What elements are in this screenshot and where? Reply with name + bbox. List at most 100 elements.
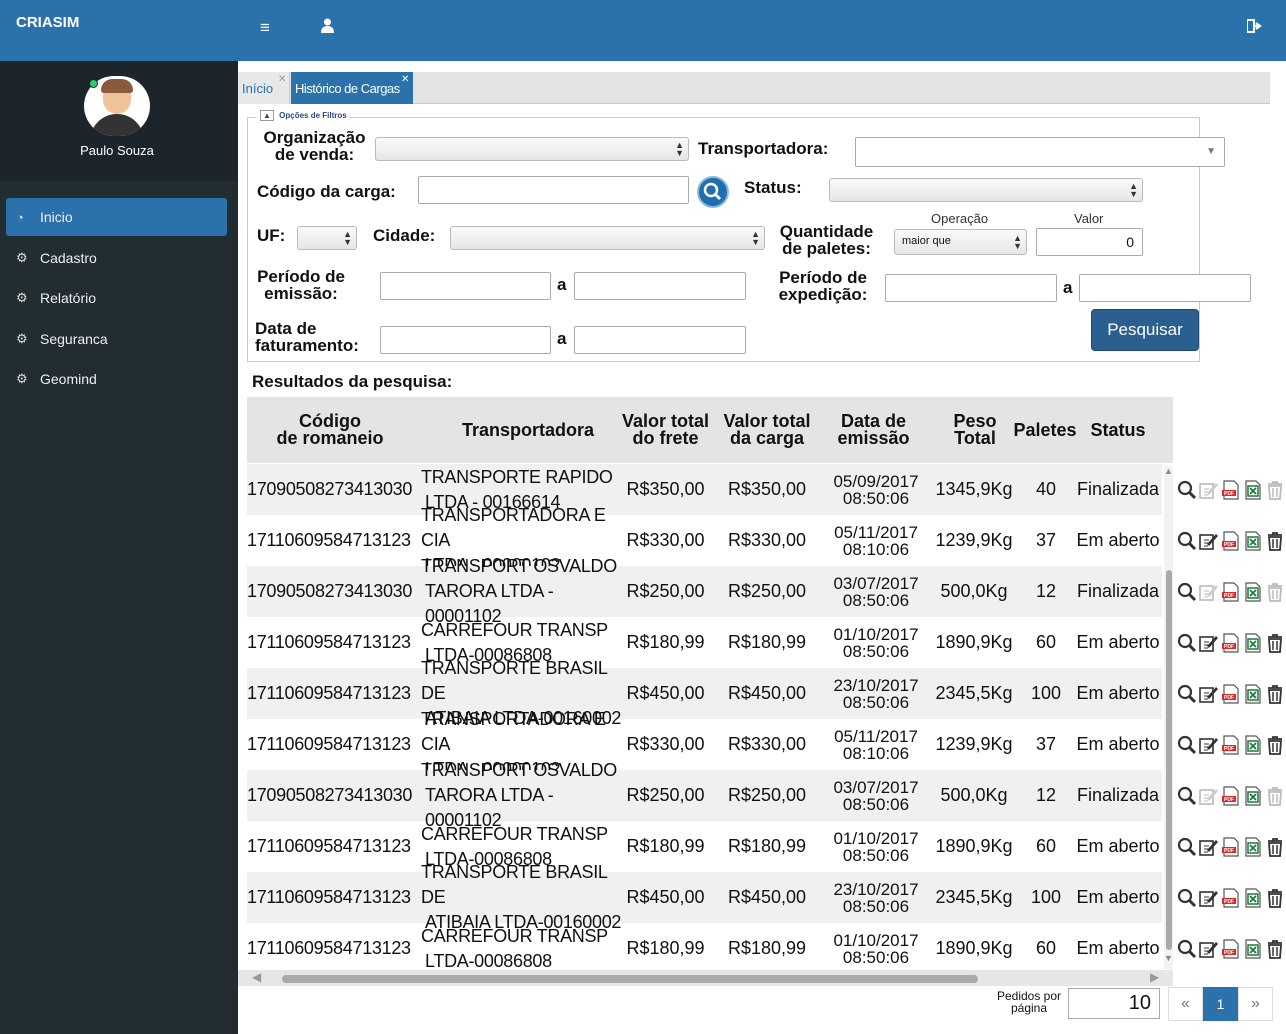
- sign-out-icon[interactable]: [1246, 18, 1262, 38]
- excel-icon[interactable]: [1242, 785, 1263, 807]
- excel-icon[interactable]: [1242, 938, 1263, 960]
- pdf-icon[interactable]: PDF: [1220, 938, 1241, 960]
- search-button[interactable]: [697, 176, 729, 208]
- table-row[interactable]: 17090508273413030 TRANSPORT OSVALDO TARORA…: [247, 556, 1162, 626]
- scroll-right-icon[interactable]: ▶: [1150, 970, 1160, 984]
- table-row[interactable]: 17110609584713123 TRANSPORTE BRASIL DE ATI…: [247, 862, 1162, 932]
- excel-icon[interactable]: [1242, 632, 1263, 654]
- transportadora-select[interactable]: ▼: [855, 137, 1225, 167]
- prev-page-button[interactable]: «: [1168, 987, 1203, 1021]
- column-header[interactable]: Paletes: [1013, 419, 1077, 440]
- magnifier-icon[interactable]: [1176, 836, 1197, 858]
- table-row[interactable]: 17110609584713123 CARREFOUR TRANSP LTDA-00…: [247, 821, 1162, 872]
- column-header[interactable]: Status: [1090, 419, 1146, 440]
- close-icon[interactable]: ✕: [278, 74, 287, 85]
- user-icon[interactable]: [321, 18, 334, 38]
- pesquisar-button[interactable]: Pesquisar: [1091, 309, 1199, 351]
- expedicao-end-input[interactable]: [1079, 274, 1251, 302]
- edit-icon[interactable]: [1198, 632, 1219, 654]
- table-row[interactable]: 17110609584713123 CARREFOUR TRANSP LTDA-00…: [247, 923, 1162, 974]
- trash-icon[interactable]: [1264, 938, 1285, 960]
- magnifier-icon[interactable]: [1176, 938, 1197, 960]
- uf-select[interactable]: ▲ ▼: [297, 226, 357, 250]
- org-venda-select[interactable]: ▲ ▼: [375, 137, 689, 161]
- faturamento-end-input[interactable]: [574, 326, 746, 354]
- sidebar-item-relatorio[interactable]: ⚙ Relatório: [6, 279, 227, 317]
- table-row[interactable]: 17110609584713123 TRANSPORTADORA E CIA LTD…: [247, 709, 1162, 779]
- trash-icon[interactable]: [1264, 683, 1285, 705]
- sidebar-item-inicio[interactable]: ◔ Inicio: [6, 198, 227, 236]
- brand-logo[interactable]: CRIASIM: [16, 14, 80, 31]
- pdf-icon[interactable]: PDF: [1220, 581, 1241, 603]
- magnifier-icon[interactable]: [1176, 530, 1197, 552]
- per-page-input[interactable]: 10: [1068, 988, 1160, 1019]
- edit-icon[interactable]: [1198, 887, 1219, 909]
- excel-icon[interactable]: [1242, 836, 1263, 858]
- excel-icon[interactable]: [1242, 530, 1263, 552]
- edit-icon[interactable]: [1198, 734, 1219, 756]
- magnifier-icon[interactable]: [1176, 887, 1197, 909]
- pdf-icon[interactable]: PDF: [1220, 887, 1241, 909]
- magnifier-icon[interactable]: [1176, 734, 1197, 756]
- column-header[interactable]: Código de romaneio: [276, 411, 384, 448]
- vertical-scrollbar-thumb[interactable]: [1166, 570, 1172, 950]
- edit-icon[interactable]: [1198, 479, 1219, 501]
- column-header[interactable]: Peso Total: [953, 411, 997, 448]
- magnifier-icon[interactable]: [1176, 785, 1197, 807]
- faturamento-start-input[interactable]: [380, 326, 551, 354]
- trash-icon[interactable]: [1264, 785, 1285, 807]
- scroll-up-icon[interactable]: ▲: [1164, 466, 1173, 476]
- table-row[interactable]: 17110609584713123 TRANSPORTE BRASIL DE ATI…: [247, 658, 1162, 728]
- pdf-icon[interactable]: PDF: [1220, 785, 1241, 807]
- operacao-select[interactable]: maior que ▲ ▼: [894, 229, 1027, 255]
- table-row[interactable]: 17090508273413030 TRANSPORTE RAPIDO LTDA -…: [247, 464, 1162, 515]
- scroll-left-icon[interactable]: ◀: [252, 970, 262, 984]
- trash-icon[interactable]: [1264, 581, 1285, 603]
- excel-icon[interactable]: [1242, 734, 1263, 756]
- trash-icon[interactable]: [1264, 836, 1285, 858]
- edit-icon[interactable]: [1198, 581, 1219, 603]
- pdf-icon[interactable]: PDF: [1220, 734, 1241, 756]
- trash-icon[interactable]: [1264, 479, 1285, 501]
- column-header[interactable]: Data de emissão: [837, 411, 910, 448]
- pdf-icon[interactable]: PDF: [1220, 479, 1241, 501]
- trash-icon[interactable]: [1264, 632, 1285, 654]
- sidebar-item-geomind[interactable]: ⚙ Geomind: [6, 360, 227, 398]
- pdf-icon[interactable]: PDF: [1220, 632, 1241, 654]
- page-1-button[interactable]: 1: [1203, 987, 1238, 1021]
- sidebar-item-cadastro[interactable]: ⚙ Cadastro: [6, 239, 227, 277]
- magnifier-icon[interactable]: [1176, 632, 1197, 654]
- next-page-button[interactable]: »: [1238, 987, 1273, 1021]
- edit-icon[interactable]: [1198, 683, 1219, 705]
- table-row[interactable]: 17090508273413030 TRANSPORT OSVALDO TARORA…: [247, 760, 1162, 830]
- bars-icon[interactable]: ≡: [260, 18, 270, 37]
- excel-icon[interactable]: [1242, 479, 1263, 501]
- close-icon[interactable]: ✕: [401, 74, 409, 85]
- tab-inicio[interactable]: Início ✕: [238, 72, 290, 104]
- magnifier-icon[interactable]: [1176, 683, 1197, 705]
- emissao-start-input[interactable]: [380, 272, 551, 300]
- cidade-select[interactable]: ▲ ▼: [450, 226, 765, 250]
- sidebar-item-seguranca[interactable]: ⚙ Seguranca: [6, 320, 227, 358]
- table-row[interactable]: 17110609584713123 TRANSPORTADORA E CIA LTD…: [247, 505, 1162, 575]
- status-select[interactable]: ▲ ▼: [829, 178, 1143, 202]
- filter-options-toggle[interactable]: ▲ Opções de Filtros: [257, 110, 350, 121]
- table-row[interactable]: 17110609584713123 CARREFOUR TRANSP LTDA-00…: [247, 617, 1162, 668]
- tab-historico-cargas[interactable]: Histórico de Cargas ✕: [291, 72, 413, 104]
- trash-icon[interactable]: [1264, 887, 1285, 909]
- codigo-carga-input[interactable]: [418, 176, 689, 204]
- excel-icon[interactable]: [1242, 581, 1263, 603]
- edit-icon[interactable]: [1198, 785, 1219, 807]
- valor-input[interactable]: 0: [1036, 228, 1143, 256]
- emissao-end-input[interactable]: [574, 272, 746, 300]
- magnifier-icon[interactable]: [1176, 479, 1197, 501]
- excel-icon[interactable]: [1242, 887, 1263, 909]
- column-header[interactable]: Valor total do frete: [621, 411, 710, 448]
- edit-icon[interactable]: [1198, 938, 1219, 960]
- edit-icon[interactable]: [1198, 530, 1219, 552]
- trash-icon[interactable]: [1264, 734, 1285, 756]
- magnifier-icon[interactable]: [1176, 581, 1197, 603]
- pdf-icon[interactable]: PDF: [1220, 683, 1241, 705]
- scroll-down-icon[interactable]: ▼: [1164, 953, 1173, 963]
- pdf-icon[interactable]: PDF: [1220, 836, 1241, 858]
